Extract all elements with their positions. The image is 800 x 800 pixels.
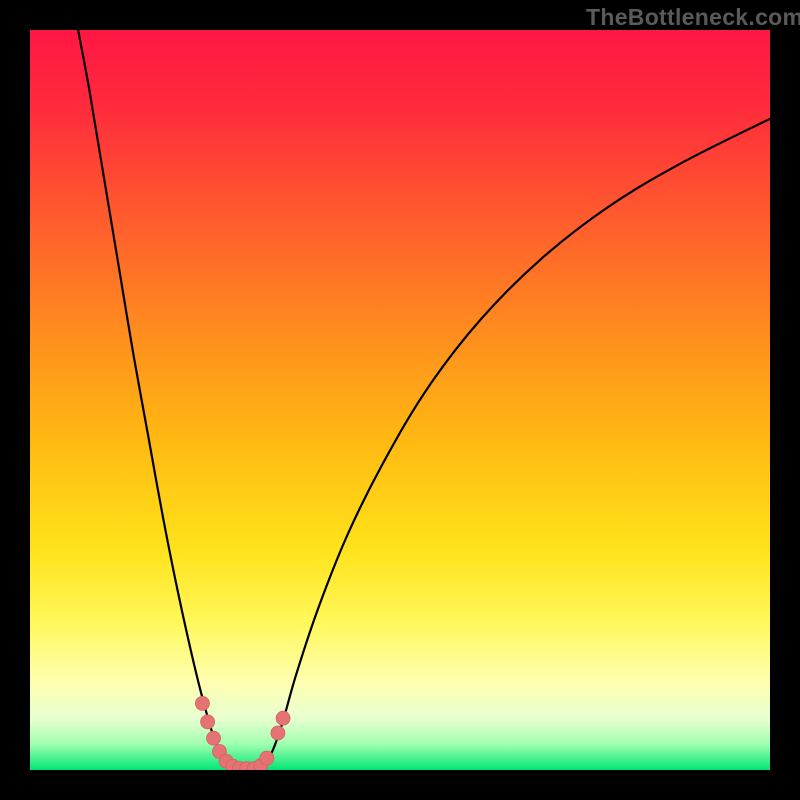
data-marker [201,715,215,729]
data-marker [271,726,285,740]
data-marker [276,711,290,725]
data-marker [195,696,209,710]
data-marker [207,731,221,745]
chart-svg [30,30,770,770]
data-marker [260,751,274,765]
chart-frame [30,30,770,770]
watermark-text: TheBottleneck.com [586,4,800,31]
